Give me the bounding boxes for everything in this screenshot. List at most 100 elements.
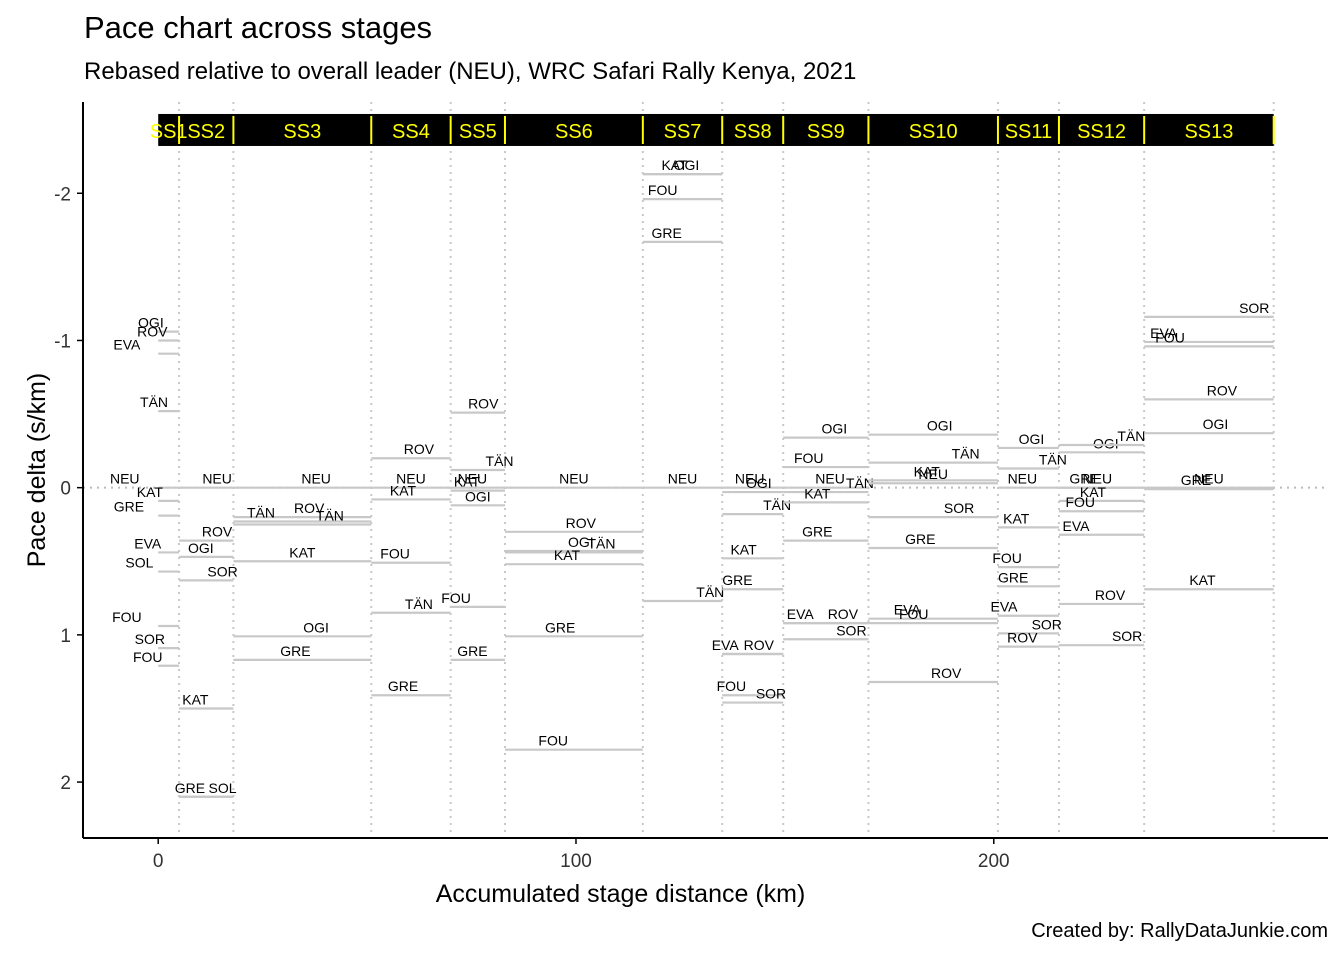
driver-label: EVA (113, 337, 141, 353)
driver-label: KAT (661, 157, 688, 173)
driver-label: KAT (804, 485, 831, 501)
driver-label: NEU (301, 471, 331, 487)
driver-label: FOU (112, 609, 142, 625)
driver-label: OGI (1203, 416, 1229, 432)
driver-label: EVA (1150, 325, 1178, 341)
y-axis-title: Pace delta (s/km) (23, 373, 51, 568)
chart-subtitle: Rebased relative to overall leader (NEU)… (84, 58, 857, 85)
stage-band (158, 113, 1274, 146)
driver-label: FOU (538, 733, 568, 749)
driver-label: ROV (137, 323, 168, 339)
driver-label: EVA (712, 637, 740, 653)
driver-label: EVA (134, 535, 162, 551)
driver-label: GRE (457, 643, 487, 659)
driver-label: TÄN (696, 584, 724, 600)
driver-label: KAT (454, 474, 481, 490)
driver-label: OGI (303, 619, 329, 635)
stage-label: SS7 (664, 121, 702, 143)
y-tick-label: 1 (60, 626, 71, 647)
x-tick-label: 0 (153, 851, 164, 872)
driver-label: GRE (280, 643, 310, 659)
driver-label: SOR (1112, 628, 1142, 644)
driver-label: SOR (207, 563, 237, 579)
driver-label: TÄN (486, 453, 514, 469)
driver-label: TÄN (1039, 452, 1067, 468)
driver-label: ROV (828, 606, 859, 622)
driver-label: KAT (1189, 572, 1216, 588)
driver-label: TÄN (140, 394, 168, 410)
x-tick-label: 200 (978, 851, 1010, 872)
driver-label: FOU (794, 450, 824, 466)
stage-label: SS12 (1077, 121, 1126, 143)
driver-label: GRE (905, 531, 935, 547)
driver-label: NEU (918, 466, 948, 482)
driver-label: GRE (175, 780, 205, 796)
driver-label: OGI (138, 315, 164, 331)
driver-label: NEU (202, 471, 232, 487)
driver-label: KAT (390, 482, 417, 498)
stage-label: SS8 (734, 121, 772, 143)
driver-label: FOU (717, 678, 747, 694)
driver-label: OGI (674, 157, 700, 173)
driver-label: SOR (1239, 300, 1269, 316)
driver-label: NEU (559, 471, 589, 487)
driver-label: TÄN (247, 505, 275, 521)
driver-label: OGI (1093, 435, 1119, 451)
driver-label: TÄN (316, 507, 344, 523)
driver-label: GRE (651, 225, 681, 241)
driver-label: NEU (110, 471, 140, 487)
driver-label: SOL (209, 780, 237, 796)
driver-label: GRE (1181, 472, 1211, 488)
driver-label: ROV (1007, 630, 1038, 646)
y-tick-label: 2 (60, 773, 71, 794)
chart-caption: Created by: RallyDataJunkie.com (1031, 920, 1328, 942)
driver-label: OGI (465, 488, 491, 504)
driver-label: ROV (931, 665, 962, 681)
driver-label: FOU (1155, 329, 1185, 345)
driver-label: SOR (1032, 616, 1062, 632)
driver-label: SOR (135, 631, 165, 647)
driver-label: KAT (554, 547, 581, 563)
driver-label: NEU (396, 471, 426, 487)
driver-label: SOR (836, 622, 866, 638)
driver-label: FOU (899, 606, 929, 622)
driver-label: GRE (114, 499, 144, 515)
driver-label: GRE (722, 572, 752, 588)
y-tick-label: -1 (54, 331, 71, 352)
driver-label: ROV (566, 515, 597, 531)
driver-label: TÄN (763, 497, 791, 513)
driver-label: TÄN (1117, 428, 1145, 444)
driver-label: NEU (1083, 471, 1113, 487)
driver-label: OGI (1019, 431, 1045, 447)
driver-label: ROV (1095, 587, 1126, 603)
driver-label: OGI (822, 421, 848, 437)
driver-label: KAT (137, 484, 164, 500)
driver-label: GRE (388, 678, 418, 694)
driver-label: KAT (1080, 484, 1107, 500)
driver-label: NEU (1008, 471, 1038, 487)
driver-label: OGI (188, 540, 214, 556)
y-tick-label: 0 (60, 479, 71, 500)
driver-label: EVA (991, 599, 1019, 615)
driver-label: NEU (668, 471, 698, 487)
driver-label: NEU (815, 471, 845, 487)
driver-label: OGI (927, 418, 953, 434)
driver-label: GRE (802, 524, 832, 540)
driver-label: EVA (1062, 518, 1090, 534)
stage-label: SS13 (1184, 121, 1233, 143)
stage-label: SS4 (392, 121, 430, 143)
driver-label: FOU (133, 649, 163, 665)
stage-label: SS1 (150, 121, 188, 143)
driver-label: ROV (202, 524, 233, 540)
driver-label: NEU (458, 471, 488, 487)
driver-label: OGI (746, 475, 772, 491)
driver-label: NEU (735, 471, 765, 487)
driver-label: NEU (1194, 471, 1224, 487)
stage-label: SS6 (555, 121, 593, 143)
driver-label: KAT (289, 544, 316, 560)
driver-label: SOR (756, 686, 786, 702)
x-axis-title: Accumulated stage distance (km) (436, 880, 806, 908)
stage-label: SS10 (909, 121, 958, 143)
stage-label: SS11 (1005, 121, 1052, 143)
